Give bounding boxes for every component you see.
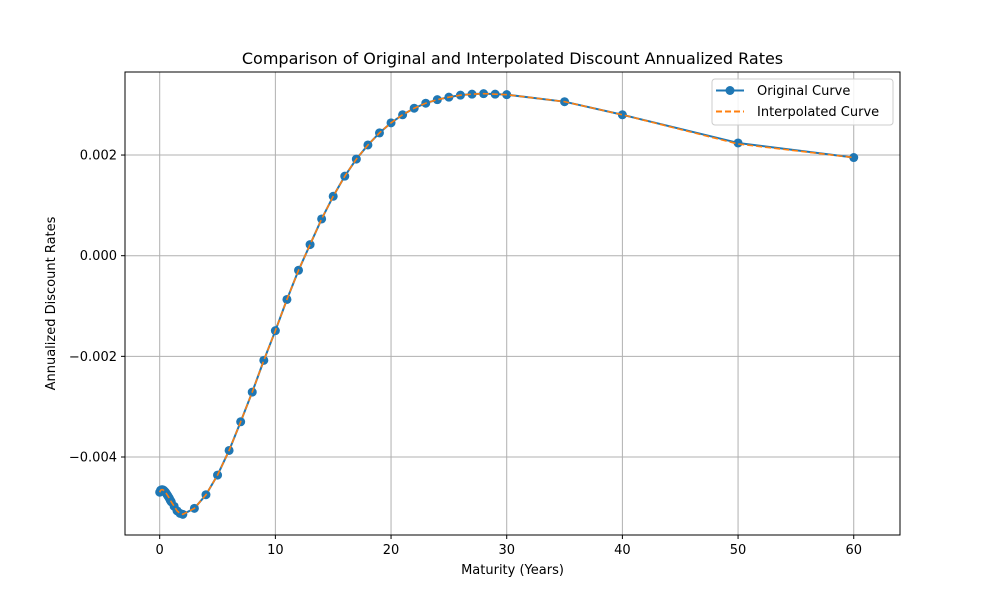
grid-lines [125,72,900,535]
plot-frame [124,71,901,536]
data-point-original [432,95,442,105]
legend: Original Curve Interpolated Curve [711,78,894,126]
legend-label-original: Original Curve [757,84,850,99]
data-point-original [733,138,743,148]
y-tick-label: 0.002 [80,149,117,164]
x-tick-label: 50 [730,543,747,558]
x-tick-label: 10 [267,543,284,558]
data-point-original [317,214,327,224]
x-tick-label: 20 [383,543,400,558]
x-tick-label: 60 [845,543,862,558]
y-tick-label: −0.002 [69,350,117,365]
legend-label-interpolated: Interpolated Curve [757,105,879,120]
data-point-original [305,240,315,250]
y-axis-label: Annualized Discount Rates [44,216,59,390]
chart-title: Comparison of Original and Interpolated … [242,49,783,68]
x-tick-label: 30 [498,543,515,558]
data-point-original [259,355,269,365]
data-point-original [617,110,627,120]
x-tick-label: 0 [156,543,164,558]
x-tick-label: 40 [614,543,631,558]
axis-ticks: 0 10 20 30 40 50 60 −0.004 −0.002 0.000 0.002 [69,149,862,558]
legend-box [711,78,894,126]
series-line-interpolated [158,92,854,516]
x-axis-label: Maturity (Years) [461,563,564,578]
legend-marker-original [725,86,735,95]
data-point-original [849,153,859,163]
y-tick-label: 0.000 [80,249,117,264]
y-tick-label: −0.004 [69,450,117,465]
plot-series [155,89,859,519]
data-point-original [467,89,477,99]
